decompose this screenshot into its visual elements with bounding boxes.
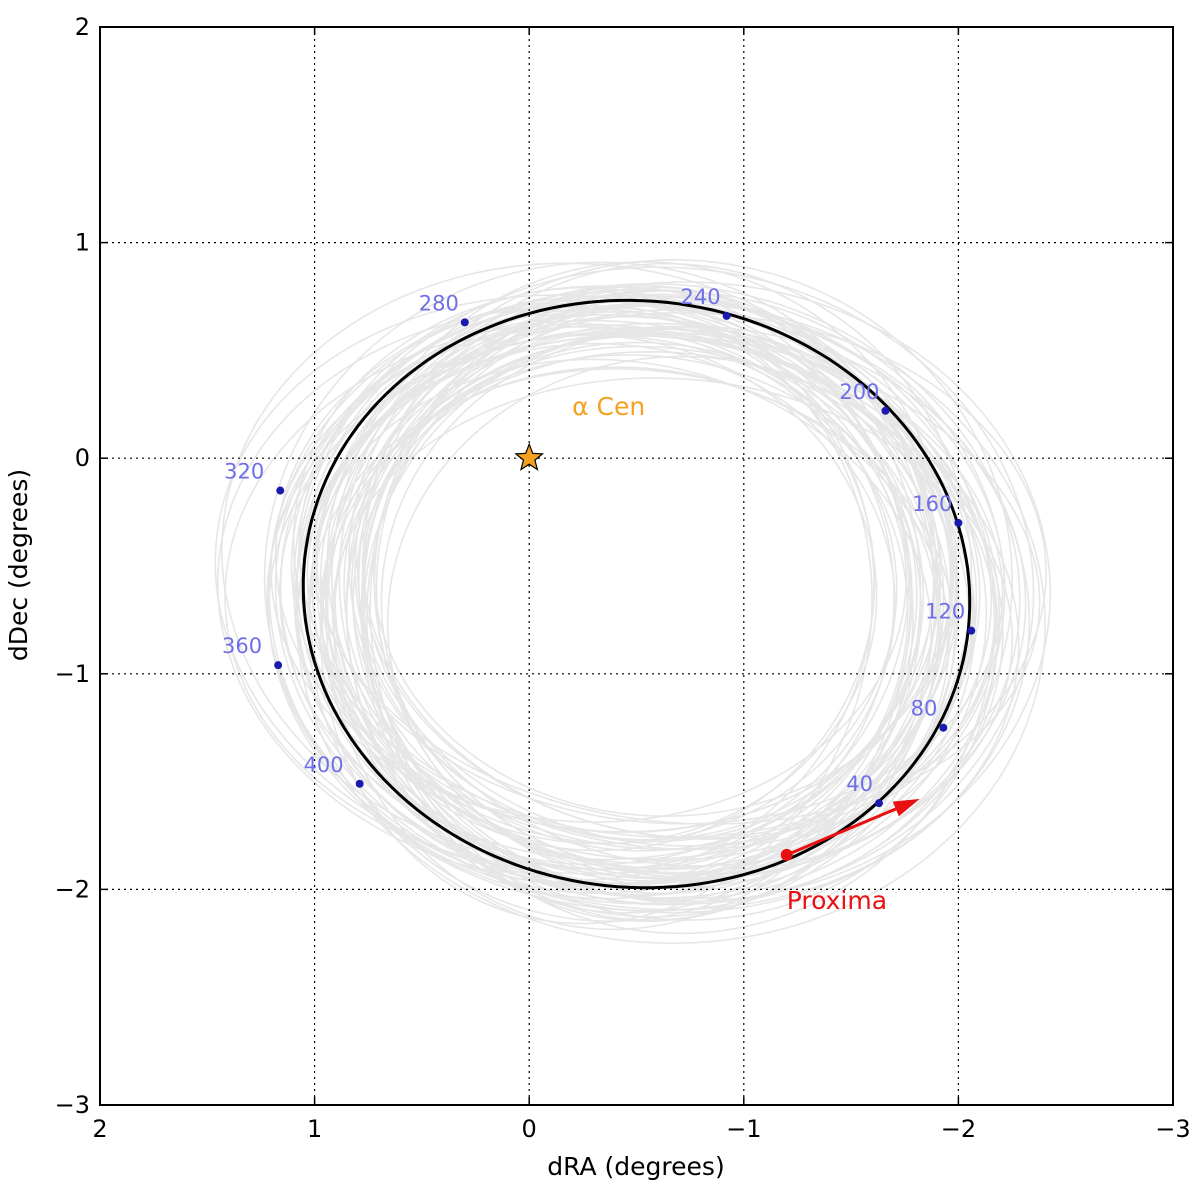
x-tick-label: −2 [941,1115,976,1143]
epoch-markers: 40 80 120 160 200 240 280 320 360 400 [222,285,976,808]
sample-orbit [343,315,918,864]
sample-orbit [308,368,956,878]
x-tick-label: −3 [1155,1115,1190,1143]
epoch-label: 400 [304,753,344,777]
sample-orbit [346,305,958,918]
sample-orbit [263,261,935,894]
epoch-label: 80 [911,697,938,721]
epoch-point [967,626,976,635]
sample-orbit [375,293,939,880]
sample-orbit [307,313,914,922]
sample-orbit [296,302,1046,945]
sample-orbit [295,305,895,887]
epoch-label: 360 [222,634,262,658]
epoch-label: 280 [419,291,459,315]
y-tick-label: 2 [75,13,90,41]
sample-orbit [311,358,932,860]
y-axis-label: dDec (degrees) [4,469,33,661]
epoch-point [954,518,963,527]
alpha-cen-label: α Cen [572,392,645,421]
sample-orbit [312,333,1041,825]
sample-orbit [300,334,955,833]
plot-frame [99,26,1174,1106]
sample-orbits [214,259,1051,945]
sample-orbit [319,306,873,925]
sample-orbit [274,294,1031,914]
y-tick-label: 1 [75,229,90,257]
proxima-arrow-head [892,798,920,817]
y-tick-label: −1 [55,660,90,688]
proxima-velocity-arrow [786,807,897,857]
y-tick-label: 0 [75,444,90,472]
alpha-cen-star [514,442,545,471]
x-tick-label: −1 [726,1115,761,1143]
proxima-label: Proxima [787,886,887,915]
epoch-point [355,779,364,788]
epoch-label: 160 [912,492,952,516]
ticks: 2 1 0 −1 −2 −3 −3 −2 −1 0 1 2 [55,13,1191,1143]
epoch-point [881,406,890,415]
sample-orbit [292,287,875,881]
epoch-label: 200 [839,380,879,404]
epoch-label: 120 [925,600,965,624]
y-tick-label: −3 [55,1091,90,1119]
x-tick-label: 1 [307,1115,322,1143]
sample-orbit [274,295,954,834]
epoch-label: 240 [681,285,721,309]
epoch-point [276,486,285,495]
x-tick-label: 0 [522,1115,537,1143]
sample-orbit [380,326,978,874]
sample-orbit [296,266,1035,906]
epoch-point [939,723,948,732]
sample-orbit [334,332,993,869]
annotations: α Cen Proxima [514,392,920,915]
sample-orbit [361,309,1001,905]
epoch-point [460,318,469,327]
epoch-point [274,661,283,670]
grid [100,27,1173,1105]
y-tick-label: −2 [55,875,90,903]
epoch-point [874,799,883,808]
epoch-label: 40 [846,772,873,796]
plot-border [99,26,1174,1106]
x-tick-label: 2 [92,1115,107,1143]
sample-orbit [301,291,910,870]
epoch-point [722,311,731,320]
sample-orbit [214,294,970,888]
epoch-label: 320 [224,460,264,484]
x-axis-label: dRA (degrees) [547,1152,724,1181]
proxima-point [780,848,793,861]
sample-orbit [268,299,922,900]
